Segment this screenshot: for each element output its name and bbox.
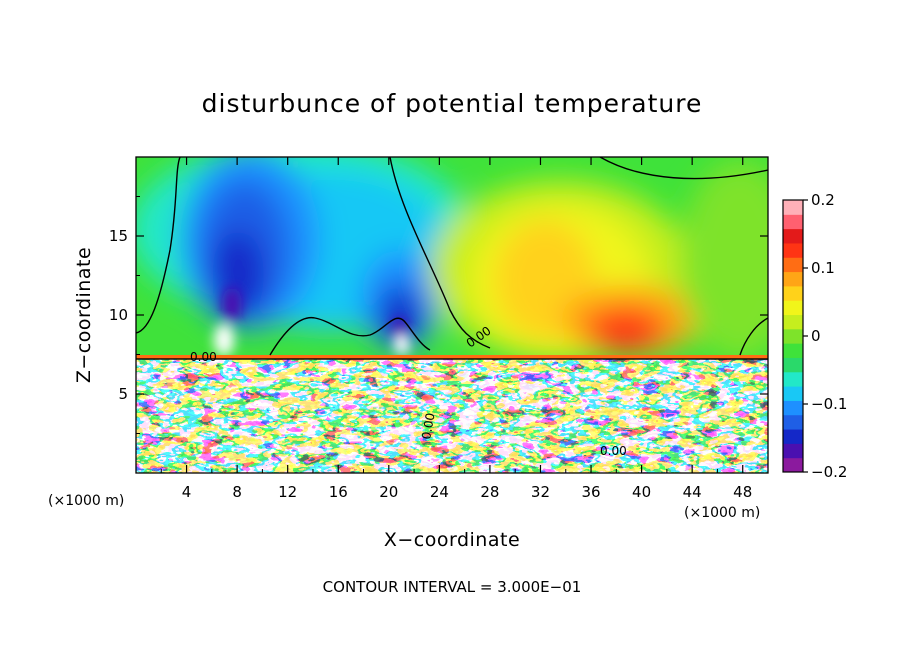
colorbar-swatch	[783, 242, 803, 258]
contour-label: 0.00	[600, 444, 627, 458]
colorbar-swatch	[783, 200, 803, 215]
colorbar-swatch	[783, 214, 803, 230]
boundary-layer	[136, 358, 768, 473]
contour-label: 0.00	[419, 412, 437, 441]
colorbar-swatch	[783, 414, 803, 430]
contour-interval-note: CONTOUR INTERVAL = 3.000E−01	[323, 578, 582, 596]
boundary-layer-top-edge	[136, 358, 768, 360]
x-tick-label: 4	[182, 483, 192, 501]
y-tick-label: 5	[118, 385, 128, 403]
colorbar-swatch	[783, 371, 803, 387]
colorbar-swatch	[783, 357, 803, 373]
colorbar: 0.2 0.1 0 −0.1 −0.2	[782, 191, 847, 481]
x-axis-ticks: 4 8 12 16 20 24 28 32 36 40 44 48	[160, 157, 752, 501]
white-spike-1	[214, 324, 234, 356]
colorbar-swatch	[783, 429, 803, 444]
colorbar-swatch	[783, 314, 803, 330]
contour-line	[136, 157, 181, 334]
colorbar-swatch	[783, 386, 803, 401]
x-tick-label: 28	[480, 483, 499, 501]
colorbar-swatch	[783, 228, 803, 244]
colorbar-swatch	[783, 443, 803, 459]
colorbar-swatch	[783, 343, 803, 358]
contour-line	[599, 157, 768, 180]
colorbar-tick-label: 0.2	[811, 191, 835, 209]
contour-label: 0.00	[190, 350, 217, 364]
colorbar-tick-label: −0.2	[811, 463, 847, 481]
x-unit-label-left: (×1000 m)	[48, 493, 124, 509]
white-spike-2	[394, 335, 410, 355]
colorbar-swatch	[783, 457, 803, 473]
colorbar-swatch	[783, 300, 803, 316]
contour-line	[389, 157, 491, 349]
x-tick-label: 48	[733, 483, 752, 501]
colorbar-swatch	[783, 400, 803, 416]
y-tick-label: 10	[109, 306, 128, 324]
colorbar-tick-label: 0.1	[811, 259, 835, 277]
colorbar-swatch	[783, 257, 803, 273]
boundary-layer-top	[136, 355, 768, 359]
y-tick-label: 15	[109, 227, 128, 245]
colorbar-tick-label: −0.1	[811, 395, 847, 413]
x-axis-label: X−coordinate	[384, 529, 520, 551]
x-tick-label: 32	[531, 483, 550, 501]
x-tick-label: 40	[632, 483, 651, 501]
colorbar-tick-label: 0	[811, 327, 821, 345]
x-tick-label: 8	[232, 483, 242, 501]
contour-line	[269, 316, 431, 356]
contour-line	[739, 317, 768, 356]
x-tick-label: 20	[379, 483, 398, 501]
y-axis-ticks: 5 10 15	[109, 196, 768, 434]
x-tick-label: 24	[430, 483, 449, 501]
x-tick-label: 44	[683, 483, 702, 501]
x-tick-label: 36	[581, 483, 600, 501]
x-unit-label-right: (×1000 m)	[684, 505, 760, 521]
plot-area	[136, 157, 768, 473]
x-tick-label: 12	[278, 483, 297, 501]
chart-title: disturbunce of potential temperature	[202, 89, 703, 118]
x-tick-label: 16	[329, 483, 348, 501]
right-green	[680, 160, 768, 360]
cold-anomaly-purple	[222, 287, 242, 323]
warm-anomaly2-core	[585, 308, 665, 352]
colorbar-swatch	[783, 285, 803, 301]
colorbar-swatch	[783, 271, 803, 287]
y-axis-label: Z−coordinate	[73, 247, 95, 383]
colorbar-swatch	[783, 328, 803, 344]
